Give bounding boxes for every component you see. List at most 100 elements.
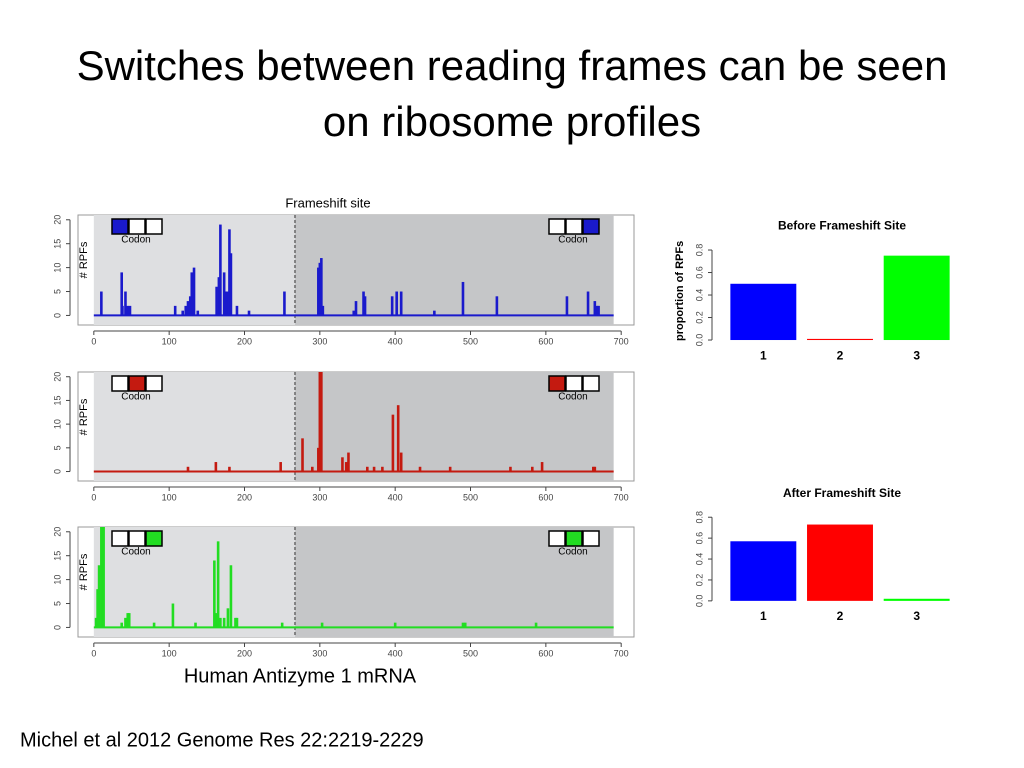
x-tick-label: 600 xyxy=(538,492,553,502)
x-tick-label: 700 xyxy=(614,648,629,658)
spike xyxy=(320,258,323,316)
spike xyxy=(366,466,369,472)
spike xyxy=(217,277,221,316)
y-tick-label: 0.8 xyxy=(694,244,704,257)
spike xyxy=(216,541,220,628)
spike xyxy=(229,565,233,628)
spike xyxy=(225,291,229,316)
codon-box xyxy=(565,218,583,235)
codon-box xyxy=(128,530,146,547)
y-axis-label: # RPFs xyxy=(78,553,90,590)
spike xyxy=(341,457,344,472)
spike xyxy=(317,267,320,316)
y-axis-label: # RPFs xyxy=(78,241,90,278)
spike xyxy=(283,291,286,316)
spike xyxy=(100,527,103,628)
spike xyxy=(320,622,324,628)
codon-box xyxy=(565,530,583,547)
spike xyxy=(247,310,251,316)
spike xyxy=(301,438,304,472)
bar xyxy=(730,541,797,601)
caption: Human Antizyme 1 mRNA xyxy=(184,665,417,687)
spike xyxy=(224,291,227,316)
y-axis-label: # RPFs xyxy=(78,398,90,435)
y-tick-label: 0.0 xyxy=(694,334,704,347)
spike xyxy=(219,617,222,628)
spike xyxy=(317,447,320,472)
codon-box xyxy=(111,530,129,547)
spike xyxy=(381,466,384,472)
x-tick-label: 300 xyxy=(312,492,327,502)
spike xyxy=(280,622,284,628)
y-tick-label: 20 xyxy=(52,372,62,382)
spike xyxy=(226,608,230,628)
y-tick-label: 15 xyxy=(52,551,62,561)
spike xyxy=(390,296,394,316)
y-tick-label: 0.8 xyxy=(694,511,704,524)
x-tick-label: 700 xyxy=(614,492,629,502)
spike xyxy=(448,466,452,472)
spike xyxy=(399,291,403,316)
codon-box xyxy=(111,218,129,235)
x-tick-label: 1 xyxy=(760,349,767,363)
x-tick-label: 2 xyxy=(837,349,844,363)
x-tick-label: 200 xyxy=(237,336,252,346)
spike xyxy=(363,296,367,316)
spike xyxy=(235,305,239,316)
spike xyxy=(592,466,595,472)
spike xyxy=(352,310,356,316)
x-tick-label: 3 xyxy=(913,609,920,623)
codon-label: Codon xyxy=(558,547,587,558)
spike xyxy=(228,466,231,472)
y-tick-label: 5 xyxy=(52,601,62,606)
x-tick-label: 400 xyxy=(388,492,403,502)
y-tick-label: 5 xyxy=(52,445,62,450)
y-tick-label: 0.6 xyxy=(694,532,704,545)
bar xyxy=(807,338,873,341)
codon-label: Codon xyxy=(558,235,587,246)
spike xyxy=(190,272,194,316)
spike xyxy=(344,462,348,472)
spike xyxy=(463,622,467,628)
codon-box xyxy=(565,375,583,392)
spike xyxy=(234,617,237,628)
spike xyxy=(279,462,282,472)
spike xyxy=(347,452,350,472)
y-tick-label: 10 xyxy=(52,575,62,585)
spike xyxy=(215,286,218,316)
spike xyxy=(534,622,538,628)
codon-box xyxy=(128,375,146,392)
y-tick-label: 0 xyxy=(52,625,62,630)
bar xyxy=(883,598,950,601)
x-tick-label: 300 xyxy=(312,336,327,346)
spike xyxy=(128,305,132,316)
spike xyxy=(311,466,314,472)
spike xyxy=(229,253,233,316)
y-tick-label: 0 xyxy=(52,469,62,474)
codon-box xyxy=(145,375,163,392)
y-tick-label: 0.4 xyxy=(694,289,704,302)
spike xyxy=(595,305,599,316)
spike xyxy=(362,291,365,316)
x-tick-label: 200 xyxy=(237,648,252,658)
spike xyxy=(395,291,398,316)
x-tick-label: 500 xyxy=(463,492,478,502)
codon-box xyxy=(111,375,129,392)
bar xyxy=(807,524,873,601)
spike xyxy=(593,466,597,472)
spike xyxy=(228,229,231,316)
spike xyxy=(461,622,465,628)
spike xyxy=(171,603,175,628)
spike xyxy=(418,466,422,472)
spike xyxy=(235,617,239,628)
x-tick-label: 100 xyxy=(162,336,177,346)
x-tick-label: 1 xyxy=(760,609,767,623)
codon-box xyxy=(548,375,566,392)
codon-box xyxy=(582,218,600,235)
slide-title: Switches between reading frames can be s… xyxy=(76,42,948,145)
spike xyxy=(433,310,436,316)
x-tick-label: 300 xyxy=(312,648,327,658)
y-tick-label: 15 xyxy=(52,395,62,405)
x-tick-label: 500 xyxy=(463,648,478,658)
